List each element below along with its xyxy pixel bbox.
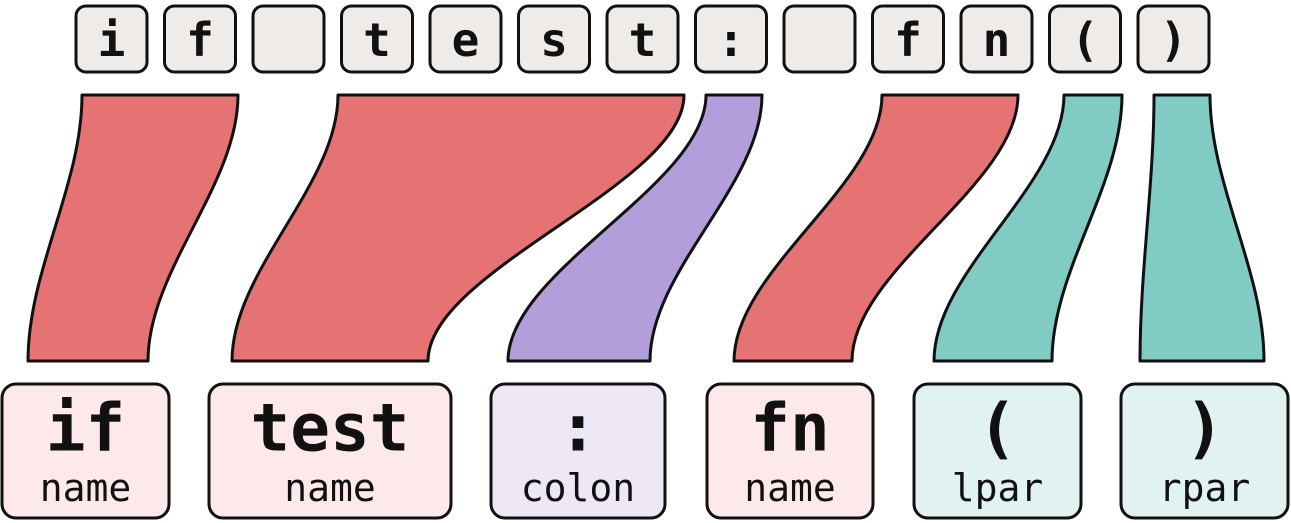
char-label: i xyxy=(98,13,126,67)
source-char-10: n xyxy=(959,4,1034,74)
ribbon-rpar-5 xyxy=(1138,93,1266,363)
source-characters-row: i f t e s t: f n () xyxy=(74,4,1211,74)
token-5: )rpar xyxy=(1119,382,1290,520)
source-char-8 xyxy=(782,4,857,74)
char-box xyxy=(871,4,945,74)
source-char-0: i xyxy=(74,4,149,74)
token-kind: name xyxy=(40,466,132,510)
char-box xyxy=(605,4,680,74)
source-char-3: t xyxy=(340,4,414,74)
ribbon-colon-2 xyxy=(506,93,764,363)
char-label: t xyxy=(629,13,657,67)
char-label: ( xyxy=(1071,13,1099,67)
source-char-5: s xyxy=(517,4,591,74)
token-box xyxy=(912,382,1083,520)
char-label: : xyxy=(717,13,745,67)
token-text: if xyxy=(46,390,125,467)
token-box xyxy=(1119,382,1290,520)
char-label: e xyxy=(452,13,480,67)
token-text: ) xyxy=(1185,390,1225,467)
ribbon-lpar-4 xyxy=(932,93,1124,363)
token-kind: lpar xyxy=(952,466,1044,510)
char-label: s xyxy=(540,13,568,67)
char-box xyxy=(251,4,326,74)
token-kind: name xyxy=(284,466,376,510)
ribbon-name-3 xyxy=(732,93,1020,363)
source-char-6: t xyxy=(605,4,680,74)
char-box xyxy=(428,4,503,74)
char-box xyxy=(782,4,857,74)
token-text: fn xyxy=(750,390,829,467)
token-4: (lpar xyxy=(912,382,1083,520)
char-label: ) xyxy=(1160,13,1188,67)
char-label: n xyxy=(983,13,1011,67)
char-label: t xyxy=(363,13,391,67)
char-box xyxy=(517,4,591,74)
char-box xyxy=(694,4,768,74)
ribbon-name-1 xyxy=(230,93,686,363)
token-kind: colon xyxy=(521,466,635,510)
char-to-token-ribbons xyxy=(26,93,1266,363)
source-char-7: : xyxy=(694,4,768,74)
token-kind: name xyxy=(744,466,836,510)
char-label: f xyxy=(894,13,922,67)
token-text: test xyxy=(251,390,410,467)
char-label: f xyxy=(186,13,214,67)
char-box xyxy=(1136,4,1211,74)
source-char-12: ) xyxy=(1136,4,1211,74)
char-box xyxy=(340,4,414,74)
token-box xyxy=(489,382,667,520)
ribbon-name-0 xyxy=(26,93,240,363)
source-char-9: f xyxy=(871,4,945,74)
char-box xyxy=(1048,4,1122,74)
source-char-4: e xyxy=(428,4,503,74)
char-box xyxy=(959,4,1034,74)
token-box xyxy=(0,382,171,520)
token-box xyxy=(705,382,875,520)
token-kind: rpar xyxy=(1159,466,1251,510)
source-char-1: f xyxy=(163,4,237,74)
token-text: ( xyxy=(978,390,1018,467)
char-box xyxy=(163,4,237,74)
source-char-11: ( xyxy=(1048,4,1122,74)
source-char-2 xyxy=(251,4,326,74)
token-text: : xyxy=(558,390,598,467)
char-box xyxy=(74,4,149,74)
token-2: :colon xyxy=(489,382,667,520)
token-box xyxy=(207,382,453,520)
